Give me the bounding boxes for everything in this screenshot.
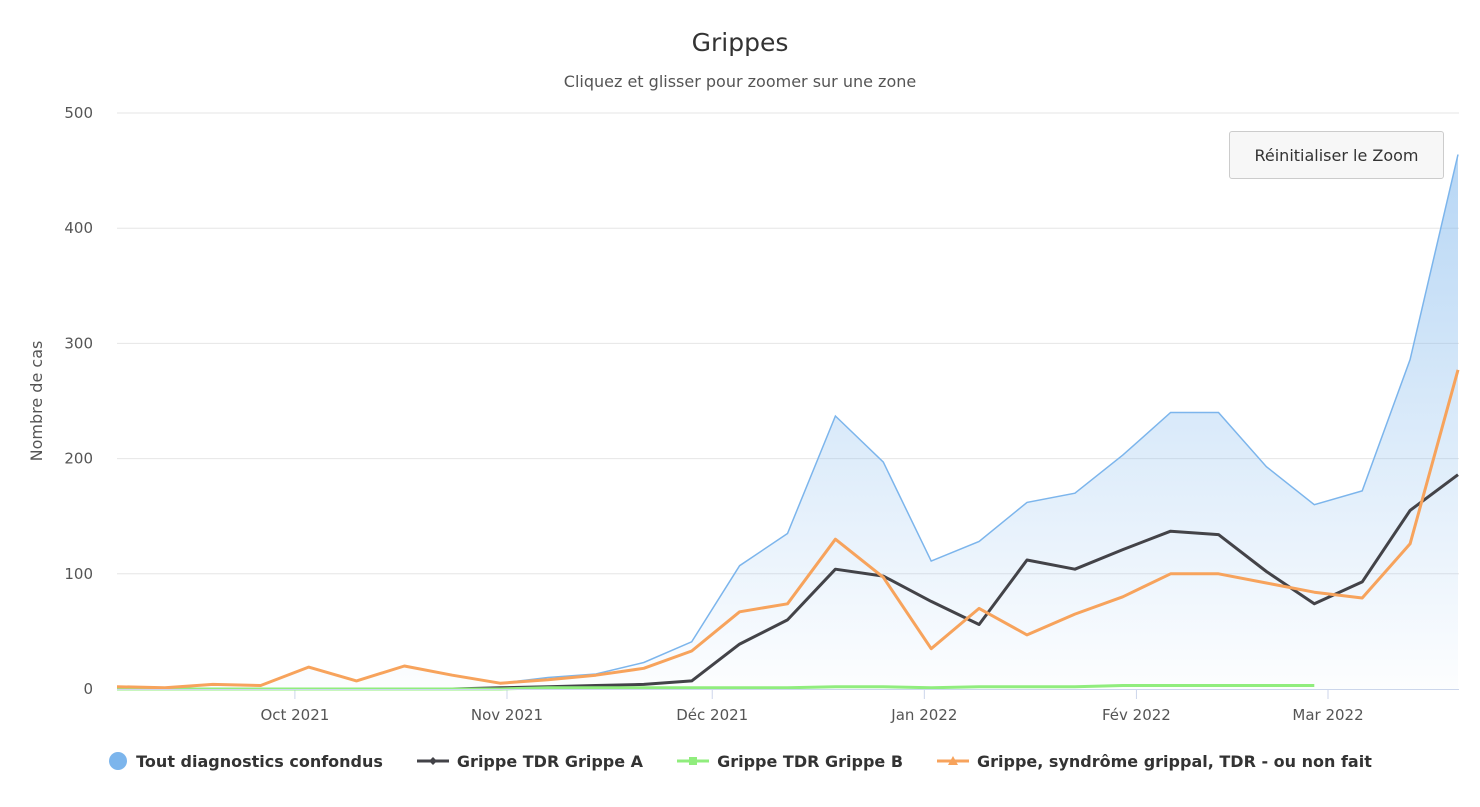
y-tick-label: 100 — [64, 565, 93, 583]
x-tick-label: Oct 2021 — [260, 706, 329, 724]
legend-label: Grippe TDR Grippe B — [717, 751, 904, 771]
triangle-marker-icon — [937, 751, 970, 771]
legend-label: Grippe TDR Grippe A — [456, 751, 644, 771]
y-tick-label: 200 — [64, 450, 93, 468]
y-tick-label: 500 — [64, 104, 93, 122]
legend-item[interactable]: Grippe TDR Grippe B — [677, 751, 903, 771]
x-tick-label: Mar 2022 — [1292, 706, 1363, 724]
legend-item[interactable]: Grippe TDR Grippe A — [416, 751, 644, 771]
y-tick-label: 300 — [64, 334, 93, 352]
circle-marker-icon — [108, 751, 128, 771]
diamond-marker-icon — [416, 751, 449, 771]
x-tick-label: Jan 2022 — [890, 706, 957, 724]
plot-area[interactable]: 0 100 200 300 400 500 Nombre de cas Oct 2021 Nov… — [0, 0, 1480, 740]
x-tick-label: Fév 2022 — [1102, 706, 1171, 724]
x-tick-label: Déc 2021 — [676, 706, 748, 724]
legend: Tout diagnostics confondus Grippe TDR Gri… — [0, 751, 1480, 771]
square-marker-icon — [677, 751, 710, 771]
x-tick-label: Nov 2021 — [471, 706, 543, 724]
chart-title: Grippes — [691, 28, 789, 57]
chart-subtitle: Cliquez et glisser pour zoomer sur une z… — [563, 72, 917, 91]
y-tick-label: 400 — [64, 219, 93, 237]
legend-label: Tout diagnostics confondus — [136, 751, 383, 771]
series-line-3 — [116, 369, 1460, 690]
legend-item[interactable]: Grippe, syndrôme grippal, TDR - ou non f… — [937, 751, 1372, 771]
y-tick-label: 0 — [83, 680, 93, 698]
legend-label: Grippe, syndrôme grippal, TDR - ou non f… — [977, 751, 1372, 771]
series-area — [117, 154, 1458, 689]
legend-item[interactable]: Tout diagnostics confondus — [108, 751, 383, 771]
reset-zoom-button[interactable]: Réinitialiser le Zoom — [1229, 131, 1444, 179]
y-axis-label: Nombre de cas — [27, 341, 46, 462]
